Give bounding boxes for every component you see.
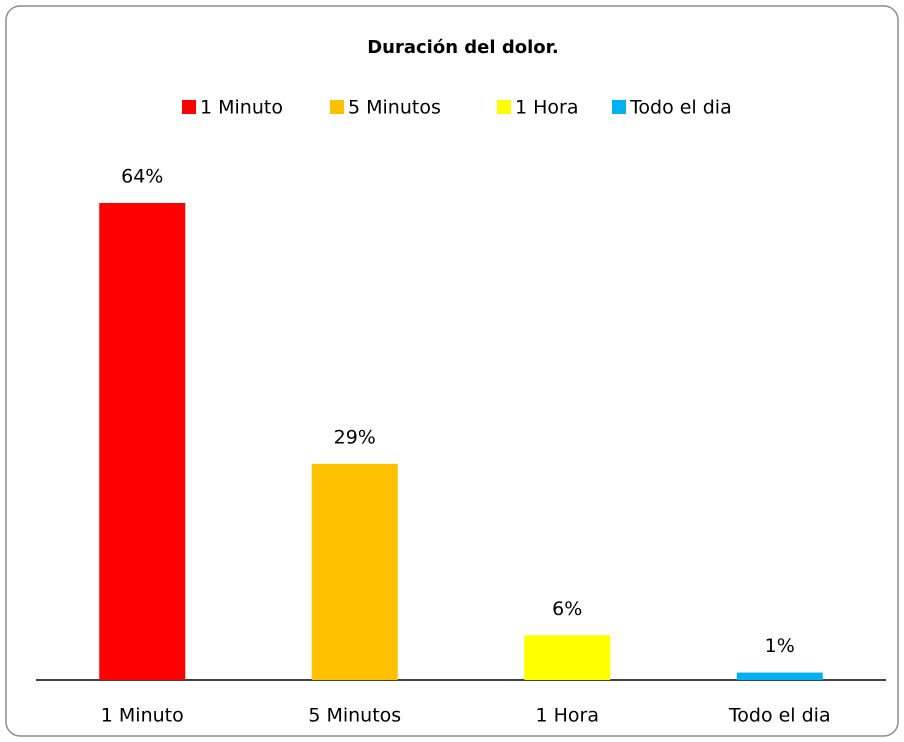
chart-title: Duración del dolor. bbox=[367, 37, 559, 58]
legend-label: Todo el dia bbox=[629, 97, 732, 119]
legend-swatch bbox=[330, 100, 344, 114]
bar bbox=[311, 463, 398, 680]
legend-label: 1 Minuto bbox=[200, 97, 283, 119]
legend-label: 1 Hora bbox=[515, 97, 579, 119]
data-label: 64% bbox=[121, 166, 163, 188]
legend-swatch bbox=[182, 100, 196, 114]
bar bbox=[99, 203, 186, 680]
legend-label: 5 Minutos bbox=[348, 97, 441, 119]
data-label: 6% bbox=[552, 598, 582, 620]
x-tick-label: 1 Hora bbox=[536, 705, 600, 727]
bar bbox=[736, 672, 823, 680]
data-label: 1% bbox=[765, 635, 795, 657]
x-tick-label: 5 Minutos bbox=[308, 705, 401, 727]
legend-swatch bbox=[612, 100, 626, 114]
x-tick-label: 1 Minuto bbox=[101, 705, 184, 727]
chart-frame bbox=[5, 5, 899, 737]
x-tick-label: Todo el dia bbox=[728, 705, 831, 727]
bar bbox=[524, 635, 611, 680]
legend-swatch bbox=[497, 100, 511, 114]
data-label: 29% bbox=[334, 426, 376, 448]
